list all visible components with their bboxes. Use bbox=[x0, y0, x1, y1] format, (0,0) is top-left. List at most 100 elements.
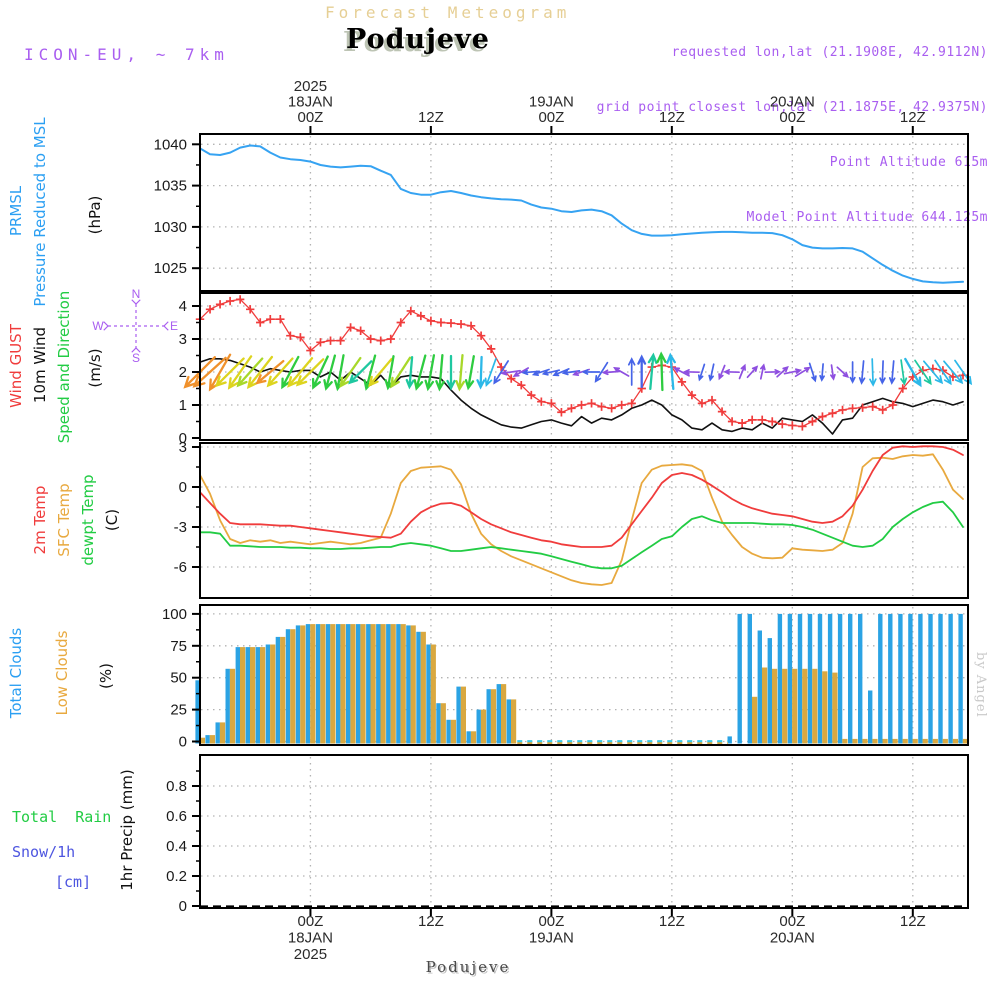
gust-plus-marker bbox=[868, 402, 877, 411]
gust-plus-marker bbox=[416, 311, 426, 321]
wind-arrow bbox=[541, 369, 561, 376]
total-cloud-bar bbox=[466, 731, 471, 744]
gust-plus-marker bbox=[858, 403, 867, 412]
wind-arrow bbox=[512, 367, 530, 377]
wind-arrow bbox=[637, 354, 647, 389]
low-cloud-bar bbox=[932, 738, 938, 744]
top-axis-label: 2025 bbox=[294, 78, 327, 95]
total-cloud-bar bbox=[737, 613, 742, 744]
wind-arrow bbox=[464, 355, 475, 391]
panel-border bbox=[199, 604, 969, 746]
gust-plus-marker bbox=[818, 412, 827, 421]
wind-arrow bbox=[446, 354, 456, 391]
wind-arrow bbox=[236, 357, 264, 388]
gust-plus-marker bbox=[456, 319, 466, 329]
gust-plus-marker bbox=[687, 390, 697, 400]
total-cloud-bar bbox=[938, 613, 943, 744]
gust-plus-marker bbox=[778, 419, 787, 429]
wind-arrow bbox=[455, 353, 466, 392]
wind-arrow bbox=[808, 362, 817, 383]
compass-arrowhead bbox=[103, 321, 109, 331]
top-axis-label: 00Z bbox=[538, 109, 564, 126]
wind-arrow bbox=[869, 358, 877, 387]
total-cloud-bar bbox=[356, 624, 361, 744]
gust-plus-marker bbox=[245, 305, 255, 314]
total-cloud-bar bbox=[868, 690, 873, 744]
gust-plus-marker bbox=[366, 334, 375, 344]
y-tick-label: 0.6 bbox=[166, 808, 187, 825]
wind-arrow bbox=[531, 368, 550, 376]
total-cloud-bar bbox=[376, 624, 381, 744]
low-cloud-bar bbox=[360, 624, 366, 744]
low-cloud-bar bbox=[912, 738, 918, 744]
wind-arrow bbox=[339, 356, 362, 389]
panel-border bbox=[199, 442, 969, 599]
total-cloud-bar bbox=[827, 613, 833, 744]
gust-plus-marker bbox=[266, 315, 275, 324]
y-tick-label: 1030 bbox=[154, 219, 187, 236]
top-axis-label: 12Z bbox=[900, 109, 926, 126]
y-tick-label: 4 bbox=[179, 298, 187, 315]
total-cloud-bar bbox=[346, 624, 351, 744]
total-cloud-bar bbox=[496, 684, 501, 744]
wind-arrow bbox=[764, 369, 782, 375]
total-cloud-bar bbox=[225, 668, 230, 744]
y-tick-label: 75 bbox=[170, 638, 187, 655]
low-cloud-bar bbox=[330, 624, 336, 744]
low-cloud-bar bbox=[390, 624, 396, 744]
gust-plus-marker bbox=[848, 404, 857, 413]
low-cloud-bar bbox=[872, 738, 878, 744]
wind-gust-markers bbox=[195, 295, 968, 431]
y-tick-label: 0 bbox=[179, 898, 187, 915]
low-cloud-bar bbox=[300, 625, 306, 744]
gust-plus-marker bbox=[617, 400, 626, 410]
low-cloud-bar bbox=[752, 696, 758, 744]
panel-border bbox=[199, 754, 969, 909]
total-cloud-bar bbox=[848, 613, 853, 744]
wind-arrow bbox=[904, 357, 922, 388]
model-label: ICON-EU, ~ 7km bbox=[24, 45, 229, 64]
compass-s: S bbox=[132, 351, 140, 365]
gust-plus-marker bbox=[838, 405, 847, 415]
total-cloud-bar bbox=[366, 624, 371, 744]
low-cloud-bar bbox=[199, 737, 205, 744]
wind-arrow bbox=[738, 363, 746, 380]
bottom-axis-label: 00Z bbox=[538, 913, 564, 930]
gust-plus-marker bbox=[587, 399, 596, 408]
low-cloud-bar bbox=[219, 722, 226, 744]
total-cloud-bar bbox=[386, 624, 391, 744]
low-cloud-bar bbox=[812, 668, 818, 744]
gust-plus-marker bbox=[677, 377, 687, 387]
wind-arrow bbox=[281, 355, 300, 390]
gust-plus-marker bbox=[225, 296, 235, 306]
total-cloud-bar bbox=[426, 644, 431, 744]
low-cloud-bar bbox=[802, 668, 808, 744]
gust-plus-marker bbox=[386, 334, 395, 344]
total-cloud-bar bbox=[195, 680, 200, 744]
low-cloud-bar bbox=[832, 672, 838, 744]
wind-arrow bbox=[348, 360, 373, 385]
wind-arrow bbox=[858, 360, 866, 385]
gust-plus-marker bbox=[396, 318, 405, 327]
gust-plus-marker bbox=[697, 399, 707, 408]
compass-arrowhead bbox=[163, 321, 169, 331]
wind-arrow bbox=[718, 364, 726, 381]
total-cloud-bar bbox=[807, 613, 813, 744]
y-tick-label: 50 bbox=[170, 670, 187, 687]
low-cloud-bar bbox=[430, 644, 436, 744]
gust-plus-marker bbox=[446, 318, 456, 328]
gust-plus-marker bbox=[205, 305, 215, 314]
total-cloud-bar bbox=[305, 624, 311, 744]
wind-direction-arrows bbox=[183, 351, 973, 392]
page-title: Forecast Meteogram bbox=[325, 3, 571, 22]
low-cloud-bar bbox=[350, 624, 356, 744]
wind-arrow bbox=[476, 355, 486, 390]
low-cloud-bar bbox=[470, 731, 477, 744]
low-cloud-bar bbox=[240, 647, 246, 744]
gust-plus-marker bbox=[557, 408, 566, 417]
low-cloud-bar bbox=[501, 684, 507, 744]
meta-info: requested lon,lat (21.1908E, 42.9112N) g… bbox=[597, 7, 988, 265]
gust-plus-marker bbox=[527, 390, 536, 400]
y-tick-label: 1025 bbox=[154, 260, 187, 277]
